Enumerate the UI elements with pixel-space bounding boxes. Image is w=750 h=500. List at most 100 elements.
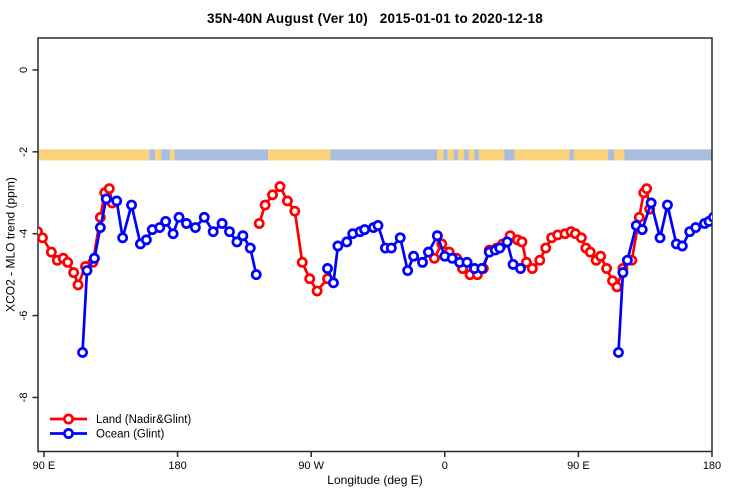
surface-band-segment-land (155, 149, 162, 161)
axis-tick-labels: 90 E 180 90 W 0 90 E 180 0 -2 -4 -6 -8 (18, 67, 721, 472)
data-point-marker (385, 242, 397, 254)
data-point-marker (117, 232, 129, 244)
data-point-marker (38, 232, 48, 244)
data-point-marker (207, 226, 219, 238)
x-tick-label: 180 (168, 460, 186, 472)
data-point-marker (431, 230, 443, 242)
data-point-marker (526, 263, 538, 274)
data-point-marker (428, 252, 440, 264)
data-point-marker (501, 236, 513, 248)
data-point-marker (94, 222, 106, 234)
surface-band-segment-land (38, 149, 150, 161)
data-point-marker (332, 240, 344, 252)
data-point-marker (494, 242, 506, 254)
data-point-marker (654, 232, 666, 244)
data-point-marker (676, 240, 688, 252)
data-point-marker (289, 205, 301, 217)
data-point-marker (111, 195, 123, 207)
surface-band-segment-ocean (504, 149, 515, 161)
data-point-marker (81, 265, 93, 276)
data-point-marker (224, 226, 235, 238)
surface-band-segment-land (468, 149, 475, 161)
y-tick-label: -4 (18, 229, 30, 239)
legend-label: Land (Nadir&Glint) (96, 414, 191, 426)
data-point-marker (394, 232, 406, 244)
y-tick-label: 0 (18, 67, 30, 73)
data-point-marker (126, 199, 137, 211)
data-point-marker (296, 256, 308, 268)
surface-band-segment-ocean (608, 149, 615, 161)
surface-band-segment-ocean (330, 149, 438, 161)
data-point-marker (72, 279, 84, 291)
data-point-marker (327, 277, 339, 289)
data-point-marker (515, 263, 526, 274)
data-point-marker (645, 197, 657, 209)
surface-band-segment-land (478, 149, 505, 161)
surface-band-segment-land (437, 149, 444, 161)
data-point-marker (461, 256, 473, 268)
surface-band-segment-land (458, 149, 465, 161)
data-point-marker (613, 346, 624, 358)
chart-title: 35N-40N August (Ver 10) 2015-01-01 to 20… (207, 11, 543, 26)
data-point-marker (476, 263, 488, 274)
x-axis-label: Longitude (deg E) (327, 473, 423, 487)
legend-marker (63, 428, 74, 439)
data-point-marker (636, 224, 648, 236)
data-point-marker (304, 273, 316, 285)
data-point-marker (281, 195, 293, 207)
data-point-marker (198, 211, 210, 223)
data-point-marker (62, 256, 74, 268)
data-point-marker (402, 265, 414, 276)
series-line (257, 184, 329, 294)
ocean-series (77, 193, 712, 358)
data-point-marker (540, 242, 552, 254)
data-point-marker (140, 234, 152, 246)
data-point-marker (259, 199, 271, 211)
data-point-marker (231, 236, 243, 248)
surface-band-segment-land (573, 149, 609, 161)
data-point-marker (167, 228, 179, 240)
data-point-marker (237, 230, 249, 242)
y-tick-label: -6 (18, 311, 30, 321)
data-point-marker (173, 211, 185, 223)
y-tick-label: -2 (18, 147, 30, 157)
surface-band-segment-ocean (443, 149, 448, 161)
data-point-marker (45, 246, 57, 258)
data-point-marker (322, 263, 333, 274)
surface-band-segment-ocean (474, 149, 479, 161)
surface-band-segment-ocean (161, 149, 171, 161)
surface-band-segment-ocean (149, 149, 156, 161)
surface-band-segment-ocean (174, 149, 269, 161)
data-point-marker (77, 346, 88, 358)
data-point-marker (160, 215, 172, 227)
data-point-marker (621, 254, 633, 266)
data-point-marker (662, 199, 673, 211)
data-point-marker (520, 256, 532, 268)
data-point-marker (267, 189, 279, 201)
surface-band-segment-land (447, 149, 454, 161)
data-point-marker (341, 236, 353, 248)
data-point-marker (641, 183, 653, 195)
data-point-marker (154, 222, 166, 234)
y-tick-label: -8 (18, 393, 30, 403)
data-point-marker (422, 246, 434, 258)
x-tick-label: 90 E (33, 460, 56, 472)
data-point-marker (611, 281, 623, 293)
data-point-marker (584, 246, 596, 258)
legend: Land (Nadir&Glint) Ocean (Glint) (50, 413, 191, 441)
data-point-marker (372, 220, 384, 231)
surface-band-segment-ocean (464, 149, 469, 161)
legend-marker (63, 413, 74, 425)
data-point-marker (103, 183, 115, 195)
data-point-marker (100, 193, 112, 205)
data-point-marker (595, 250, 607, 262)
data-point-marker (244, 242, 256, 254)
data-point-marker (311, 285, 323, 297)
x-tick-label: 90 W (298, 460, 324, 472)
x-tick-label: 90 E (567, 460, 590, 472)
data-point-marker (534, 254, 546, 266)
data-point-marker (216, 218, 228, 229)
data-point-marker (417, 256, 428, 268)
data-point-marker (690, 222, 702, 234)
